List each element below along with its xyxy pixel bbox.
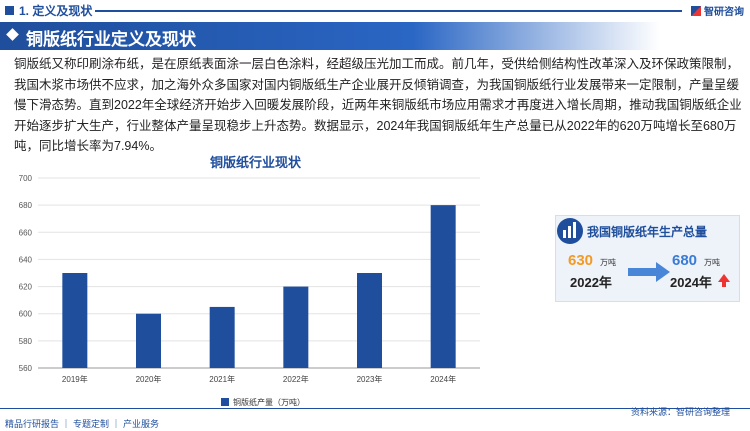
logo-icon (691, 6, 701, 16)
x-tick-label: 2019年 (62, 374, 88, 384)
y-tick-label: 600 (19, 310, 33, 319)
x-tick-label: 2021年 (209, 374, 235, 384)
footer-rule (0, 408, 750, 409)
y-tick-label: 580 (19, 337, 33, 346)
to-value: 680 (672, 252, 698, 269)
card-title: 我国铜版纸年生产总量 (587, 225, 708, 239)
from-value: 630 (568, 252, 594, 269)
section-label: 1. 定义及现状 (19, 4, 93, 18)
bar (62, 273, 88, 368)
bar (209, 306, 235, 368)
legend-label: 铜版纸产量（万吨） (233, 398, 305, 407)
from-year: 2022年 (570, 275, 612, 290)
y-tick-label: 620 (19, 283, 33, 292)
y-tick-label: 640 (19, 255, 33, 264)
bar (283, 286, 309, 368)
x-tick-label: 2022年 (283, 374, 309, 384)
title-bar: 铜版纸行业定义及现状 (0, 22, 750, 50)
legend-swatch (221, 398, 229, 406)
up-arrow-icon (718, 274, 730, 282)
bar (357, 273, 382, 368)
production-card-header: 我国铜版纸年生产总量 (555, 215, 738, 249)
chart-title: 铜版纸行业现状 (210, 155, 302, 170)
brand-logo: 智研咨询 (691, 3, 744, 18)
to-year: 2024年 (670, 275, 712, 290)
production-card-body: 630 万吨 2022年 680 万吨 2024年 (560, 252, 735, 297)
to-unit: 万吨 (704, 258, 720, 267)
header-rule (95, 10, 682, 12)
up-arrow-stem (722, 282, 726, 287)
bar (136, 313, 161, 368)
x-tick-label: 2020年 (136, 374, 162, 384)
footer-left: 精品行研报告 ｜ 专题定制 ｜ 产业服务 (5, 419, 160, 429)
from-unit: 万吨 (600, 258, 616, 267)
title-band (0, 22, 750, 50)
y-tick-label: 660 (19, 228, 33, 237)
production-card (555, 215, 740, 302)
source-note: 资料来源：智研咨询整理 (630, 407, 730, 417)
top-bar: 1. 定义及现状 智研咨询 (0, 0, 750, 22)
y-tick-label: 560 (19, 364, 33, 373)
bar-chart-icon (557, 218, 583, 244)
logo-text: 智研咨询 (704, 7, 744, 18)
bar (430, 205, 456, 368)
x-tick-label: 2023年 (357, 374, 383, 384)
bar-chart: 560 580 600 620 640 660 680 700 2019年 2020年 2021年 2… (19, 174, 480, 384)
y-tick-label: 680 (19, 201, 33, 210)
page-title: 铜版纸行业定义及现状 (26, 30, 196, 49)
section-marker-icon (5, 6, 14, 15)
description-paragraph: 铜版纸又称印刷涂布纸，是在原纸表面涂一层白色涂料，经超级压光加工而成。前几年，受… (14, 57, 742, 153)
y-tick-label: 700 (19, 174, 33, 183)
x-tick-label: 2024年 (430, 374, 456, 384)
right-arrow-icon (628, 262, 670, 282)
chart-legend: 铜版纸产量（万吨） (221, 397, 305, 408)
